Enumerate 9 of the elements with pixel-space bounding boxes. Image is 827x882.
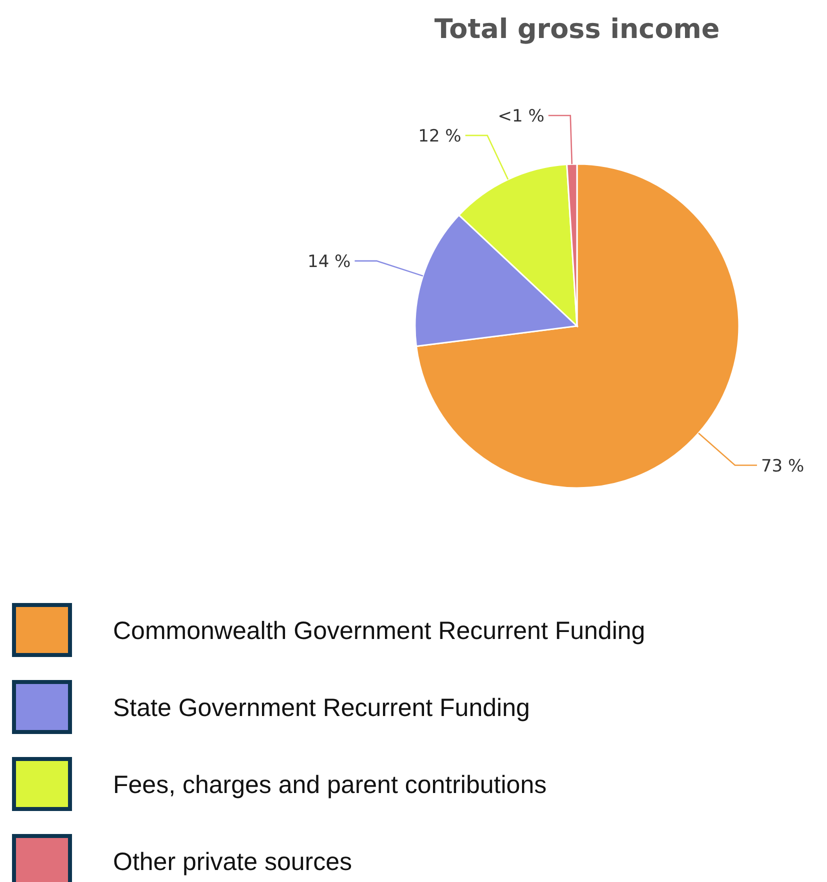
data-label: 12 % bbox=[418, 126, 462, 146]
chart-title: Total gross income bbox=[434, 14, 720, 45]
legend-label: Fees, charges and parent contributions bbox=[113, 771, 547, 799]
data-label: <1 % bbox=[498, 106, 544, 127]
legend-label: Other private sources bbox=[113, 848, 352, 876]
legend-label: Commonwealth Government Recurrent Funding bbox=[113, 617, 646, 645]
data-label: 73 % bbox=[760, 456, 804, 476]
data-label: 14 % bbox=[308, 252, 351, 272]
legend-label: State Government Recurrent Funding bbox=[113, 694, 530, 722]
